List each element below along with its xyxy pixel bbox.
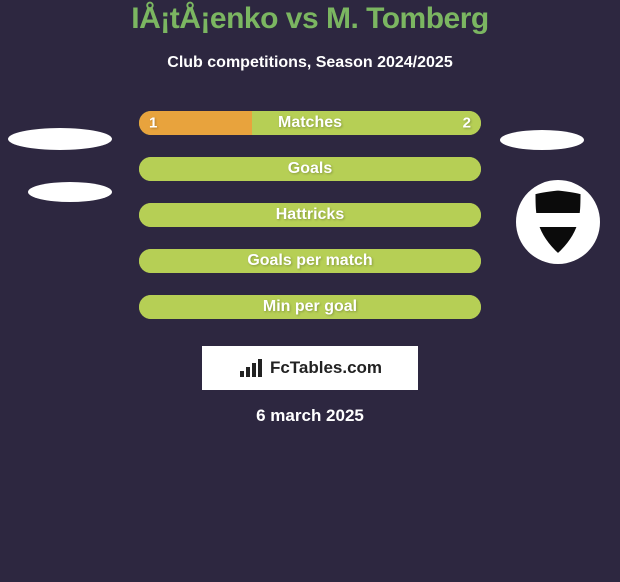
shield-icon: KALEV xyxy=(528,187,588,257)
club-right-badge: KALEV xyxy=(516,180,600,264)
stat-bar-left xyxy=(139,111,252,135)
player-right-avatar-placeholder xyxy=(500,130,584,150)
subtitle: Club competitions, Season 2024/2025 xyxy=(0,54,620,72)
page-title: IÅ¡tÅ¡enko vs M. Tomberg xyxy=(0,2,620,36)
stat-bar-right xyxy=(139,249,481,273)
stat-row: Min per goal xyxy=(0,284,620,330)
brand-text: FcTables.com xyxy=(270,358,382,378)
stat-bar-right xyxy=(139,295,481,319)
svg-text:KALEV: KALEV xyxy=(539,215,577,227)
stat-bar-right xyxy=(139,203,481,227)
stat-bar: Hattricks xyxy=(139,203,481,227)
date: 6 march 2025 xyxy=(0,406,620,426)
stat-bar: Min per goal xyxy=(139,295,481,319)
stat-bar: Goals xyxy=(139,157,481,181)
stat-bar-right xyxy=(139,157,481,181)
brand-box: FcTables.com xyxy=(202,346,418,390)
bars-icon xyxy=(238,357,264,379)
club-left-badge-placeholder xyxy=(28,182,112,202)
stat-bar: Matches12 xyxy=(139,111,481,135)
player-left-avatar-placeholder xyxy=(8,128,112,150)
stat-bar-right xyxy=(252,111,481,135)
stat-bar: Goals per match xyxy=(139,249,481,273)
